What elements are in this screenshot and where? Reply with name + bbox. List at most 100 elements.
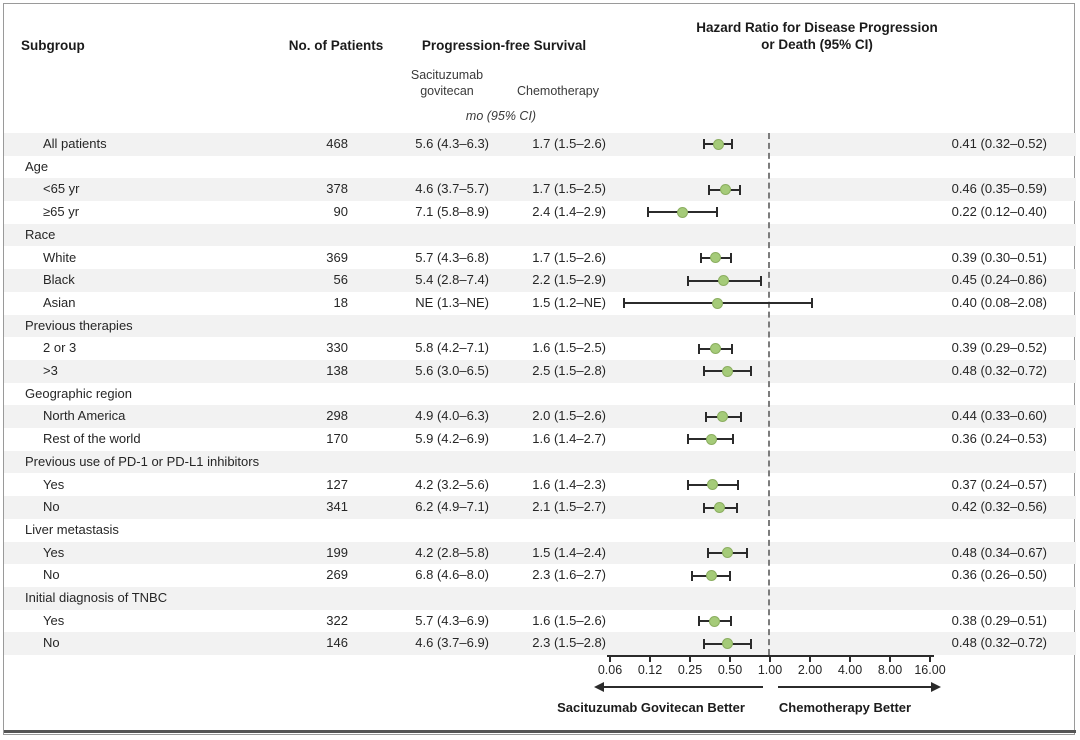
subgroup-label: Yes bbox=[43, 612, 65, 628]
axis-tick bbox=[889, 655, 891, 662]
pfs-sacituzumab-value: 4.9 (4.0–6.3) bbox=[415, 408, 489, 424]
pfs-chemotherapy-value: 1.6 (1.4–2.7) bbox=[532, 431, 606, 447]
pfs-units-label: mo (95% CI) bbox=[465, 109, 537, 123]
table-row: Yes 199 4.2 (2.8–5.8) 1.5 (1.4–2.4) 0.48 (0.… bbox=[4, 541, 1076, 565]
section-row: Previous therapies bbox=[4, 314, 1076, 338]
axis-tick bbox=[649, 655, 651, 662]
pfs-sacituzumab-value: NE (1.3–NE) bbox=[415, 294, 489, 310]
axis-tick bbox=[609, 655, 611, 662]
section-row: Race bbox=[4, 223, 1076, 247]
table-row: <65 yr 378 4.6 (3.7–5.7) 1.7 (1.5–2.5) 0.46 … bbox=[4, 178, 1076, 202]
subgroup-label: No bbox=[43, 635, 60, 651]
table-row: No 269 6.8 (4.6–8.0) 2.3 (1.6–2.7) 0.36 (0.2… bbox=[4, 564, 1076, 587]
hazard-ratio-value: 0.48 (0.34–0.67) bbox=[951, 544, 1047, 560]
table-row: White 369 5.7 (4.3–6.8) 1.7 (1.5–2.6) 0.39 (… bbox=[4, 247, 1076, 270]
right-arrow-line bbox=[778, 686, 933, 688]
hazard-ratio-value: 0.22 (0.12–0.40) bbox=[951, 204, 1047, 220]
hazard-ratio-value: 0.37 (0.24–0.57) bbox=[951, 476, 1047, 492]
hazard-ratio-value: 0.46 (0.35–0.59) bbox=[951, 181, 1047, 197]
axis-tick bbox=[849, 655, 851, 662]
axis-tick-label: 0.12 bbox=[637, 663, 663, 677]
table-row: North America 298 4.9 (4.0–6.3) 2.0 (1.5–2.… bbox=[4, 405, 1076, 429]
pfs-sacituzumab-value: 5.8 (4.2–7.1) bbox=[415, 340, 489, 356]
subgroup-label: No bbox=[43, 567, 60, 583]
pfs-chemotherapy-value: 1.5 (1.2–NE) bbox=[532, 294, 606, 310]
pfs-chemotherapy-value: 1.6 (1.5–2.6) bbox=[532, 612, 606, 628]
patients-count: 146 bbox=[326, 635, 348, 651]
axis-tick-label: 4.00 bbox=[837, 663, 863, 677]
subgroup-label: Initial diagnosis of TNBC bbox=[25, 590, 168, 605]
pfs-column-header: Progression-free Survival bbox=[421, 38, 587, 53]
patients-count: 269 bbox=[326, 567, 348, 583]
subgroup-label: Race bbox=[25, 226, 56, 242]
hazard-ratio-value: 0.36 (0.24–0.53) bbox=[951, 431, 1047, 447]
subgroup-column-header: Subgroup bbox=[21, 38, 85, 53]
subgroup-label: <65 yr bbox=[43, 181, 80, 197]
pfs-chemotherapy-value: 2.2 (1.5–2.9) bbox=[532, 272, 606, 288]
right-better-label: Chemotherapy Better bbox=[778, 700, 912, 715]
pfs-sacituzumab-value: 7.1 (5.8–8.9) bbox=[415, 204, 489, 220]
pfs-chemotherapy-value: 1.7 (1.5–2.6) bbox=[532, 249, 606, 265]
pfs-sacituzumab-value: 6.8 (4.6–8.0) bbox=[415, 567, 489, 583]
subgroup-label: >3 bbox=[43, 363, 58, 378]
table-row: Asian 18 NE (1.3–NE) 1.5 (1.2–NE) 0.40 (0.08… bbox=[4, 292, 1076, 315]
hazard-ratio-value: 0.40 (0.08–2.08) bbox=[951, 294, 1047, 310]
axis-tick bbox=[729, 655, 731, 662]
pfs-sacituzumab-value: 4.2 (3.2–5.6) bbox=[415, 476, 489, 492]
left-arrow-line bbox=[600, 686, 763, 688]
axis-tick bbox=[689, 655, 691, 662]
section-row: Liver metastasis bbox=[4, 519, 1076, 542]
axis-tick-label: 8.00 bbox=[877, 663, 903, 677]
subgroup-label: Yes bbox=[43, 544, 65, 560]
pfs-sacituzumab-value: 5.7 (4.3–6.8) bbox=[415, 249, 489, 265]
pfs-sacituzumab-value: 5.4 (2.8–7.4) bbox=[415, 272, 489, 288]
pfs-sacituzumab-value: 5.7 (4.3–6.9) bbox=[415, 612, 489, 628]
subgroup-label: Yes bbox=[43, 476, 65, 492]
table-row: Yes 127 4.2 (3.2–5.6) 1.6 (1.4–2.3) 0.37 (0.… bbox=[4, 474, 1076, 497]
axis-tick bbox=[929, 655, 931, 662]
pfs-chemotherapy-value: 1.5 (1.4–2.4) bbox=[532, 544, 606, 560]
pfs-chemotherapy-value: 1.7 (1.5–2.6) bbox=[532, 136, 606, 151]
table-row: No 146 4.6 (3.7–6.9) 2.3 (1.5–2.8) 0.48 (0.3… bbox=[4, 632, 1076, 656]
left-better-label: Sacituzumab Govitecan Better bbox=[557, 700, 745, 715]
pfs-sacituzumab-value: 5.6 (4.3–6.3) bbox=[415, 136, 489, 151]
subgroup-label: Liver metastasis bbox=[25, 521, 119, 537]
table-row: Rest of the world 170 5.9 (4.2–6.9) 1.6 (1.… bbox=[4, 428, 1076, 451]
pfs-chemotherapy-value: 1.7 (1.5–2.5) bbox=[532, 181, 606, 197]
hazard-ratio-header-line1: Hazard Ratio for Disease Progression bbox=[696, 20, 938, 35]
reference-line-hr-1 bbox=[768, 133, 770, 655]
patients-count: 378 bbox=[326, 181, 348, 197]
pfs-sacituzumab-value: 4.2 (2.8–5.8) bbox=[415, 544, 489, 560]
hazard-ratio-value: 0.38 (0.29–0.51) bbox=[951, 612, 1047, 628]
table-row: No 341 6.2 (4.9–7.1) 2.1 (1.5–2.7) 0.42 (0.3… bbox=[4, 496, 1076, 519]
pfs-chemotherapy-value: 2.3 (1.5–2.8) bbox=[532, 635, 606, 651]
subgroup-label: Geographic region bbox=[25, 385, 132, 401]
patients-count: 138 bbox=[326, 363, 348, 378]
patients-count: 170 bbox=[326, 431, 348, 447]
hazard-ratio-value: 0.45 (0.24–0.86) bbox=[951, 272, 1047, 288]
patients-count: 369 bbox=[326, 249, 348, 265]
subgroup-label: No bbox=[43, 499, 60, 515]
patients-count: 330 bbox=[326, 340, 348, 356]
hazard-ratio-value: 0.36 (0.26–0.50) bbox=[951, 567, 1047, 583]
hazard-ratio-value: 0.44 (0.33–0.60) bbox=[951, 408, 1047, 424]
patients-count: 468 bbox=[326, 136, 348, 151]
chemotherapy-col-header: Chemotherapy bbox=[517, 84, 599, 98]
axis-tick-label: 16.00 bbox=[914, 663, 946, 677]
pfs-sacituzumab-value: 5.6 (3.0–6.5) bbox=[415, 363, 489, 378]
subgroup-label: ≥65 yr bbox=[43, 204, 80, 220]
subgroup-label: All patients bbox=[43, 136, 107, 151]
axis-tick-label: 0.25 bbox=[677, 663, 703, 677]
figure-bottom-rule bbox=[4, 730, 1076, 733]
pfs-chemotherapy-value: 2.4 (1.4–2.9) bbox=[532, 204, 606, 220]
subgroup-label: Previous use of PD-1 or PD-L1 inhibitors bbox=[25, 453, 260, 469]
patients-count: 199 bbox=[326, 544, 348, 560]
table-row: Black 56 5.4 (2.8–7.4) 2.2 (1.5–2.9) 0.45 (0… bbox=[4, 269, 1076, 292]
table-row: All patients 468 5.6 (4.3–6.3) 1.7 (1.5–2.6… bbox=[4, 133, 1076, 156]
hazard-ratio-value: 0.48 (0.32–0.72) bbox=[951, 363, 1047, 378]
patients-count: 56 bbox=[333, 272, 348, 288]
patients-count: 18 bbox=[333, 294, 348, 310]
subgroup-label: Age bbox=[25, 158, 49, 174]
section-row: Geographic region bbox=[4, 383, 1076, 406]
section-row: Previous use of PD-1 or PD-L1 inhibitors bbox=[4, 450, 1076, 474]
